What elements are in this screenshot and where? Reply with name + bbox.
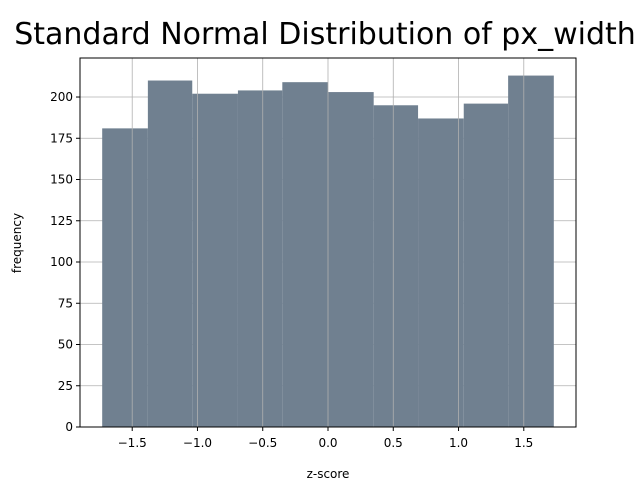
y-tick-label: 200 — [50, 90, 73, 104]
y-tick-label: 125 — [50, 214, 73, 228]
histogram-bar — [192, 93, 238, 427]
y-tick-label: 25 — [58, 379, 73, 393]
histogram-bar — [373, 105, 419, 427]
chart-title: Standard Normal Distribution of px_width — [14, 17, 636, 52]
x-tick-label: −0.5 — [248, 436, 277, 450]
x-axis-ticks: −1.5 −1.0 −0.5 0.0 0.5 1.0 1.5 — [118, 427, 533, 450]
histogram-bar — [508, 75, 554, 428]
y-tick-label: 0 — [65, 420, 73, 434]
x-tick-label: −1.5 — [118, 436, 147, 450]
x-tick-label: 1.0 — [449, 436, 468, 450]
x-tick-label: 0.0 — [318, 436, 337, 450]
vertical-grid-layer — [131, 58, 525, 427]
histogram-bar — [328, 92, 374, 427]
histogram-bar — [102, 128, 148, 427]
histogram-bar — [282, 82, 328, 428]
histogram-bar — [418, 118, 464, 427]
histogram-bar — [147, 80, 193, 428]
y-tick-label: 175 — [50, 131, 73, 145]
histogram-bar — [463, 103, 509, 427]
y-tick-label: 100 — [50, 255, 73, 269]
x-tick-label: 1.5 — [514, 436, 533, 450]
y-tick-label: 75 — [58, 296, 73, 310]
histogram-bar — [237, 90, 283, 427]
x-tick-label: −1.0 — [183, 436, 212, 450]
y-tick-label: 50 — [58, 338, 73, 352]
x-axis-title: z-score — [307, 467, 350, 480]
x-tick-label: 0.5 — [384, 436, 403, 450]
y-tick-label: 150 — [50, 173, 73, 187]
y-axis-title: frequency — [10, 213, 24, 273]
y-axis-ticks: 0 25 50 75 100 125 150 175 200 — [50, 90, 80, 434]
bars-layer — [102, 75, 554, 428]
